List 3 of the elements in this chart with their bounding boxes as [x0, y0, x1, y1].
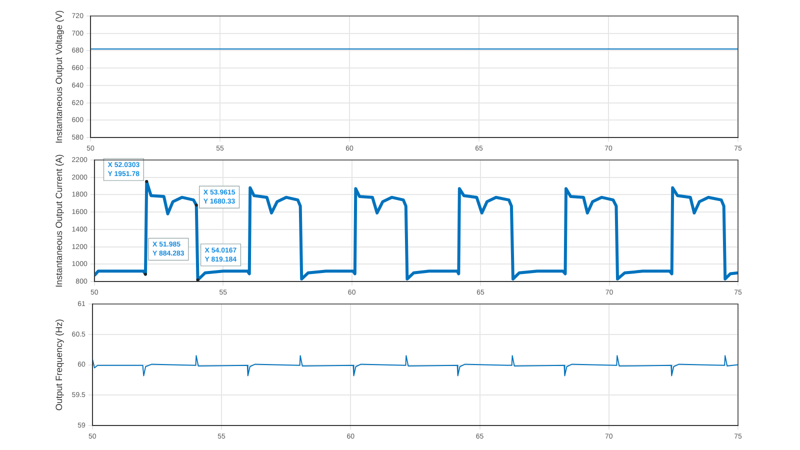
- y-axis-title: Output Frequency (Hz): [54, 319, 64, 411]
- y-axis-title: Instantaneous Output Current (A): [54, 154, 64, 288]
- y-axis-title: Instantaneous Output Voltage (V): [54, 10, 64, 144]
